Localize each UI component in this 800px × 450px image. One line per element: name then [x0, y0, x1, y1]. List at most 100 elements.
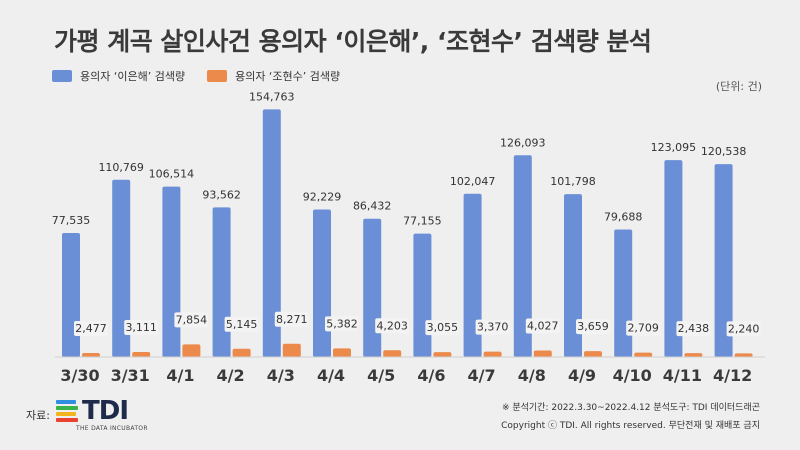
x-tick-label-4/12: 4/12 — [713, 366, 752, 385]
svg-text:2,240: 2,240 — [728, 322, 760, 335]
logo-subtitle: THE DATA INCUBATOR — [76, 425, 148, 432]
svg-text:7,854: 7,854 — [176, 313, 208, 326]
chart-legend: 용의자 ‘이은해’ 검색량 용의자 ‘조현수’ 검색량 — [52, 68, 362, 84]
bar-series1-4/12 — [714, 164, 733, 357]
bar-series1-4/9 — [564, 194, 582, 357]
bar-series1-4/5 — [363, 218, 382, 357]
bar-series2-4/9 — [584, 351, 602, 357]
x-tick-label-4/5: 4/5 — [367, 366, 395, 385]
data-label-series1-4/2: 93,562 — [202, 188, 241, 201]
bar-series2-4/2 — [232, 348, 251, 357]
bar-series1-4/8 — [513, 155, 532, 357]
bar-series2-3/31 — [132, 352, 151, 357]
x-tick-label-4/2: 4/2 — [217, 366, 245, 385]
data-label-series1-4/4: 92,229 — [303, 190, 342, 203]
bar-series1-4/10 — [614, 229, 633, 357]
x-tick-label-3/30: 3/30 — [60, 366, 99, 385]
svg-text:3,370: 3,370 — [477, 321, 509, 334]
data-label-series2-4/7: 3,370 — [475, 319, 510, 335]
data-label-series2-4/6: 3,055 — [425, 320, 460, 336]
svg-text:4,027: 4,027 — [527, 320, 559, 333]
x-tick-label-4/6: 4/6 — [417, 366, 445, 385]
data-label-series2-4/3: 8,271 — [274, 311, 309, 327]
data-label-series1-4/1: 106,514 — [149, 168, 195, 181]
data-label-series1-4/11: 123,095 — [651, 141, 697, 154]
bar-series1-4/7 — [463, 193, 482, 357]
bar-series1-4/4 — [313, 209, 331, 357]
bar-series2-4/7 — [483, 351, 502, 357]
x-tick-label-4/3: 4/3 — [267, 366, 295, 385]
data-label-series2-4/9: 3,659 — [576, 319, 610, 335]
bar-series1-4/11 — [664, 160, 683, 357]
data-label-series1-4/8: 126,093 — [500, 136, 546, 149]
bar-series2-4/11 — [684, 353, 703, 357]
x-tick-label-4/4: 4/4 — [317, 366, 345, 385]
data-label-series1-4/12: 120,538 — [701, 145, 747, 158]
x-tick-label-3/31: 3/31 — [111, 366, 150, 385]
data-label-series2-4/11: 2,438 — [676, 321, 711, 337]
logo-text: TDI — [82, 396, 129, 426]
bar-series1-3/31 — [112, 179, 131, 357]
x-tick-label-4/8: 4/8 — [518, 366, 546, 385]
data-label-series2-4/4: 5,382 — [325, 316, 359, 332]
bar-series2-4/4 — [333, 348, 351, 357]
data-label-series2-3/31: 3,111 — [124, 320, 159, 336]
svg-text:2,477: 2,477 — [75, 322, 107, 335]
svg-text:3,111: 3,111 — [125, 321, 157, 334]
legend-label-series1: 용의자 ‘이은해’ 검색량 — [80, 70, 186, 83]
bar-series2-4/3 — [282, 343, 301, 357]
bar-series1-4/3 — [262, 109, 281, 357]
bar-series1-4/6 — [413, 233, 432, 357]
data-label-series1-3/30: 77,535 — [52, 214, 91, 227]
analysis-note: ※ 분석기간: 2022.3.30~2022.4.12 분석도구: TDI 데이… — [501, 403, 760, 413]
data-label-series2-4/12: 2,240 — [726, 321, 761, 337]
data-label-series1-4/7: 102,047 — [450, 175, 496, 188]
svg-text:3,055: 3,055 — [427, 321, 459, 334]
data-label-series2-3/30: 2,477 — [74, 321, 108, 337]
svg-text:5,382: 5,382 — [326, 317, 358, 330]
bar-series2-4/12 — [734, 353, 753, 357]
bar-series1-3/30 — [62, 232, 80, 357]
logo-mark-icon — [56, 400, 78, 424]
bar-series1-4/2 — [212, 207, 231, 357]
svg-text:8,271: 8,271 — [276, 313, 308, 326]
data-label-series2-4/1: 7,854 — [174, 312, 209, 328]
bar-series2-4/10 — [634, 352, 653, 357]
svg-text:2,438: 2,438 — [678, 322, 710, 335]
x-tick-label-4/1: 4/1 — [166, 366, 194, 385]
bar-series2-3/30 — [82, 353, 100, 357]
legend-swatch-series1 — [52, 70, 72, 82]
bar-series2-4/1 — [182, 344, 201, 357]
data-label-series1-4/6: 77,155 — [403, 215, 442, 228]
data-label-series2-4/8: 4,027 — [525, 318, 560, 334]
x-tick-label-4/10: 4/10 — [613, 366, 652, 385]
tdi-logo: TDI THE DATA INCUBATOR — [56, 396, 148, 432]
legend-item-series2: 용의자 ‘조현수’ 검색량 — [207, 68, 340, 84]
bar-series2-4/6 — [433, 352, 452, 357]
svg-text:3,659: 3,659 — [577, 320, 609, 333]
data-label-series2-4/10: 2,709 — [626, 320, 661, 336]
chart-title: 가평 계곡 살인사건 용의자 ‘이은해’, ‘조현수’ 검색량 분석 — [54, 27, 652, 56]
data-label-series1-4/5: 86,432 — [353, 200, 392, 213]
data-label-series1-4/9: 101,798 — [550, 175, 596, 188]
bar-series1-4/1 — [162, 186, 181, 357]
legend-label-series2: 용의자 ‘조현수’ 검색량 — [235, 70, 341, 83]
svg-text:2,709: 2,709 — [627, 322, 659, 335]
data-label-series1-3/31: 110,769 — [98, 161, 144, 174]
legend-swatch-series2 — [207, 70, 228, 82]
x-tick-label-4/9: 4/9 — [568, 366, 596, 385]
data-label-series2-4/5: 4,203 — [375, 318, 410, 334]
source-label: 자료: — [26, 409, 50, 422]
x-tick-label-4/7: 4/7 — [468, 366, 496, 385]
legend-item-series1: 용의자 ‘이은해’ 검색량 — [52, 68, 185, 84]
x-tick-label-4/11: 4/11 — [663, 366, 702, 385]
bar-series2-4/5 — [383, 350, 402, 357]
unit-label: (단위: 건) — [715, 80, 762, 93]
data-label-series1-4/3: 154,763 — [249, 90, 295, 103]
data-label-series1-4/10: 79,688 — [604, 211, 643, 224]
svg-text:4,203: 4,203 — [376, 319, 408, 332]
bar-series2-4/8 — [533, 350, 552, 357]
copyright-text: Copyright ⓒ TDI. All rights reserved. 무단… — [501, 421, 760, 431]
svg-text:5,145: 5,145 — [226, 318, 258, 331]
